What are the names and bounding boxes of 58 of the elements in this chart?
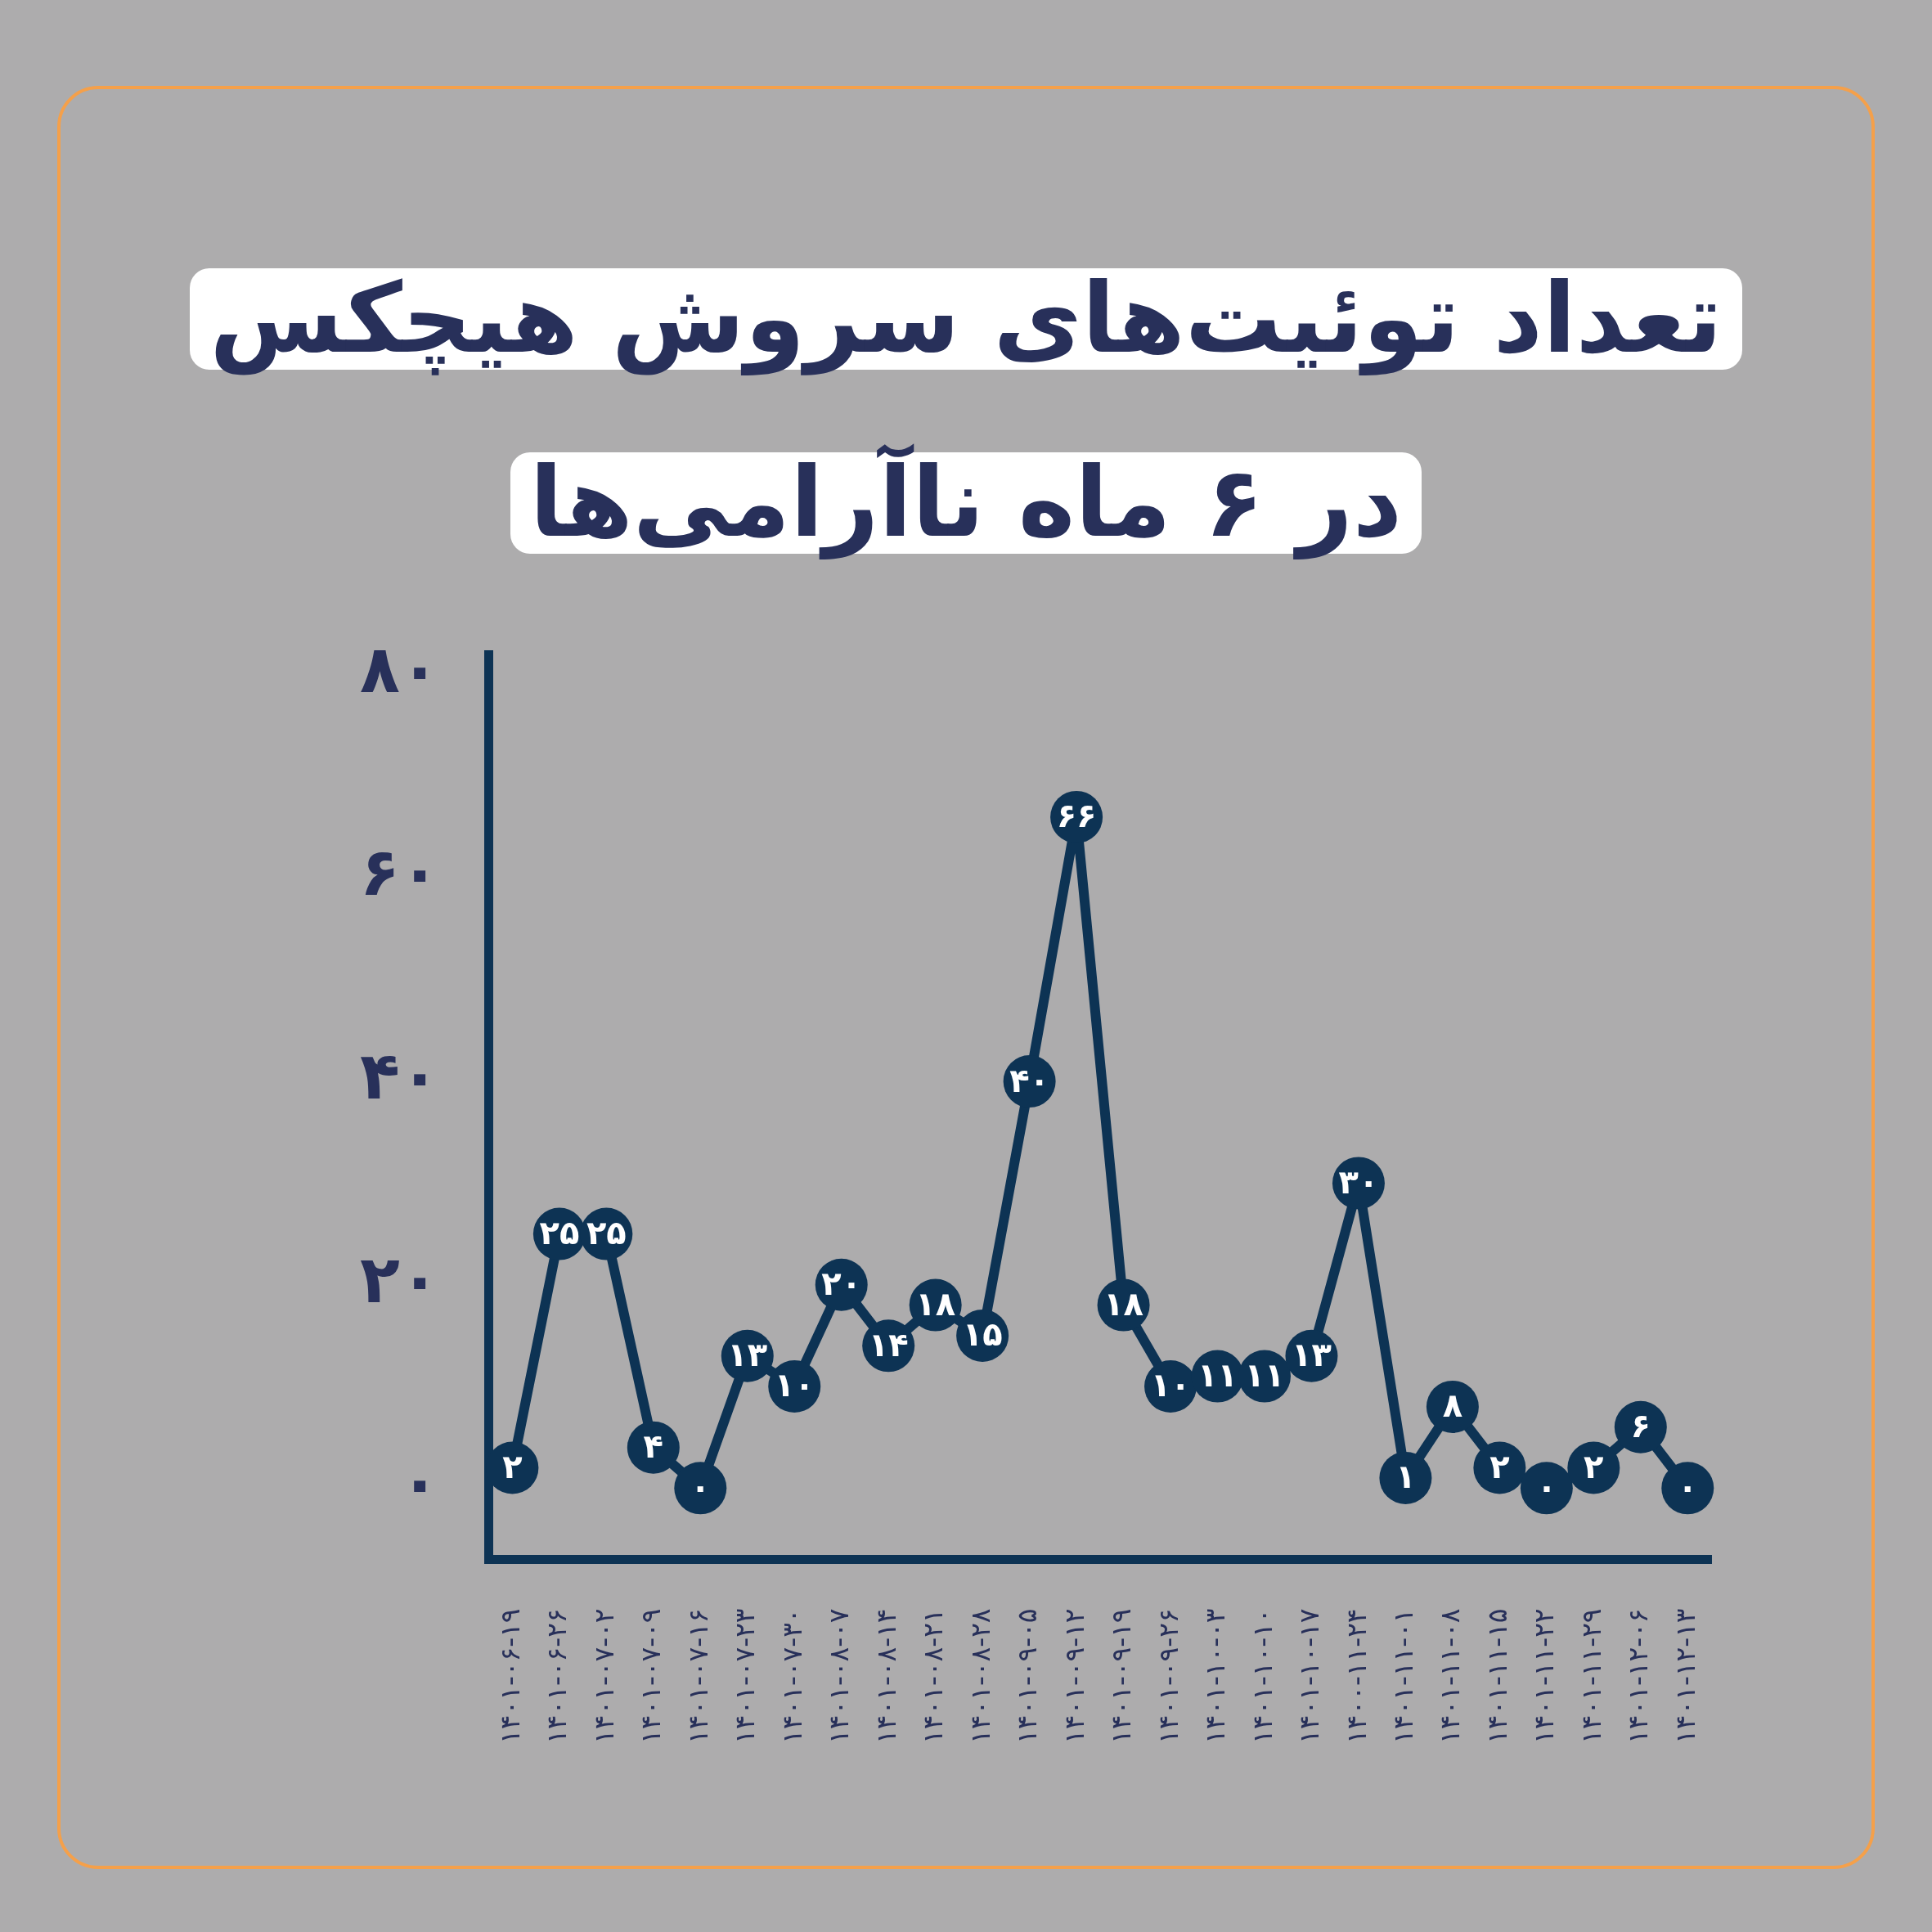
data-label: ۱۱ (1197, 1356, 1238, 1395)
x-tick-label: ۱۴۰۱-۰۶-۲۶ (541, 1608, 573, 1745)
data-label: ۲ (1489, 1447, 1510, 1485)
data-label: ۱ (1395, 1458, 1416, 1496)
x-tick-label: ۱۴۰۱-۱۱-۲۹ (1575, 1608, 1607, 1745)
data-label: ۴۰ (1009, 1061, 1050, 1099)
x-tick-label: ۱۴۰۱-۰۸-۲۱ (917, 1608, 950, 1745)
data-label: ۱۰ (1150, 1366, 1191, 1404)
x-tick-label: ۱۴۰۰-۱۱-۲۴ (1340, 1608, 1373, 1745)
x-tick-label: ۱۴۰۱-۰۷-۳۰ (775, 1608, 808, 1745)
x-tick-label: ۱۴۰۱-۰۷-۲۳ (729, 1608, 762, 1745)
data-label: ۱۵ (962, 1315, 1003, 1354)
x-tick-label: ۱۴۰۱-۱۱-۰۸ (1434, 1608, 1467, 1745)
x-tick-label: ۱۴۰۱-۰۹-۱۹ (1105, 1608, 1138, 1745)
x-tick-label: ۱۴۰۱-۱۱-۲۲ (1528, 1608, 1561, 1745)
data-label: ۶ (1630, 1407, 1651, 1445)
y-tick-label: ۴۰ (360, 1037, 440, 1114)
x-tick-label: ۱۴۰۱-۱۰-۱۰ (1246, 1608, 1278, 1745)
data-label: ۱۰ (774, 1366, 815, 1404)
x-tick-label: ۱۴۰۱-۰۷-۱۶ (681, 1608, 714, 1745)
x-tick-label: ۱۴۰۱-۰۷-۰۹ (635, 1608, 667, 1745)
data-label: ۲۵ (539, 1213, 580, 1251)
x-tick-label: ۱۴۰۱-۰۸-۲۸ (964, 1608, 996, 1745)
x-tick-label: ۱۴۰۱-۰۹-۱۲ (1058, 1608, 1090, 1745)
y-tick-label: ۲۰ (360, 1241, 440, 1318)
x-tick-label: ۱۴۰۱-۱۲-۰۶ (1622, 1608, 1655, 1745)
data-label: ۰ (690, 1467, 711, 1506)
data-label: ۱۸ (915, 1285, 956, 1323)
x-tick-label: ۱۴۰۱-۱۰-۰۳ (1199, 1608, 1232, 1745)
x-tick-label: ۱۴۰۱-۰۸-۱۴ (869, 1608, 902, 1745)
y-tick-label: ۸۰ (360, 631, 440, 708)
data-label: ۰ (1678, 1467, 1698, 1506)
chart-title: تعداد توئیت‌های سروش هیچکس (209, 262, 1723, 375)
y-tick-label: ۰ (399, 1445, 440, 1521)
data-label: ۱۸ (1103, 1285, 1143, 1323)
data-label: ۱۴ (868, 1325, 909, 1364)
data-label: ۰ (1536, 1467, 1557, 1506)
x-tick-label: ۱۴۰۱-۱۲-۱۳ (1669, 1608, 1701, 1745)
data-label: ۱۳ (727, 1336, 768, 1374)
data-label: ۲۰ (821, 1265, 862, 1303)
x-tick-label: ۱۴۰۱-۱۱-۰۱ (1386, 1608, 1419, 1745)
x-tick-label: ۱۴۰۱-۰۸-۰۷ (823, 1608, 856, 1745)
y-tick-label: ۶۰ (360, 834, 440, 911)
data-label: ۴ (643, 1427, 664, 1466)
data-label: ۲ (502, 1447, 523, 1485)
data-label: ۲۵ (586, 1213, 627, 1251)
data-label: ۶۶ (1056, 797, 1097, 835)
data-label: ۸ (1442, 1386, 1463, 1425)
data-label: ۱۱ (1244, 1356, 1285, 1395)
x-tick-label: ۱۴۰۱-۱۰-۱۷ (1293, 1608, 1326, 1745)
data-label: ۲ (1584, 1447, 1604, 1485)
x-tick-label: ۱۴۰۱-۰۷-۰۲ (587, 1608, 620, 1745)
x-tick-label: ۱۴۰۱-۰۹-۰۵ (1011, 1608, 1044, 1745)
data-label: ۱۳ (1292, 1336, 1332, 1374)
x-tick-label: ۱۴۰۱-۰۹-۲۶ (1152, 1608, 1184, 1745)
x-tick-label: ۱۴۰۱-۰۶-۱۹ (493, 1608, 526, 1745)
x-tick-label: ۱۴۰۱-۱۱-۱۵ (1480, 1608, 1513, 1745)
data-label: ۳۰ (1338, 1162, 1379, 1201)
